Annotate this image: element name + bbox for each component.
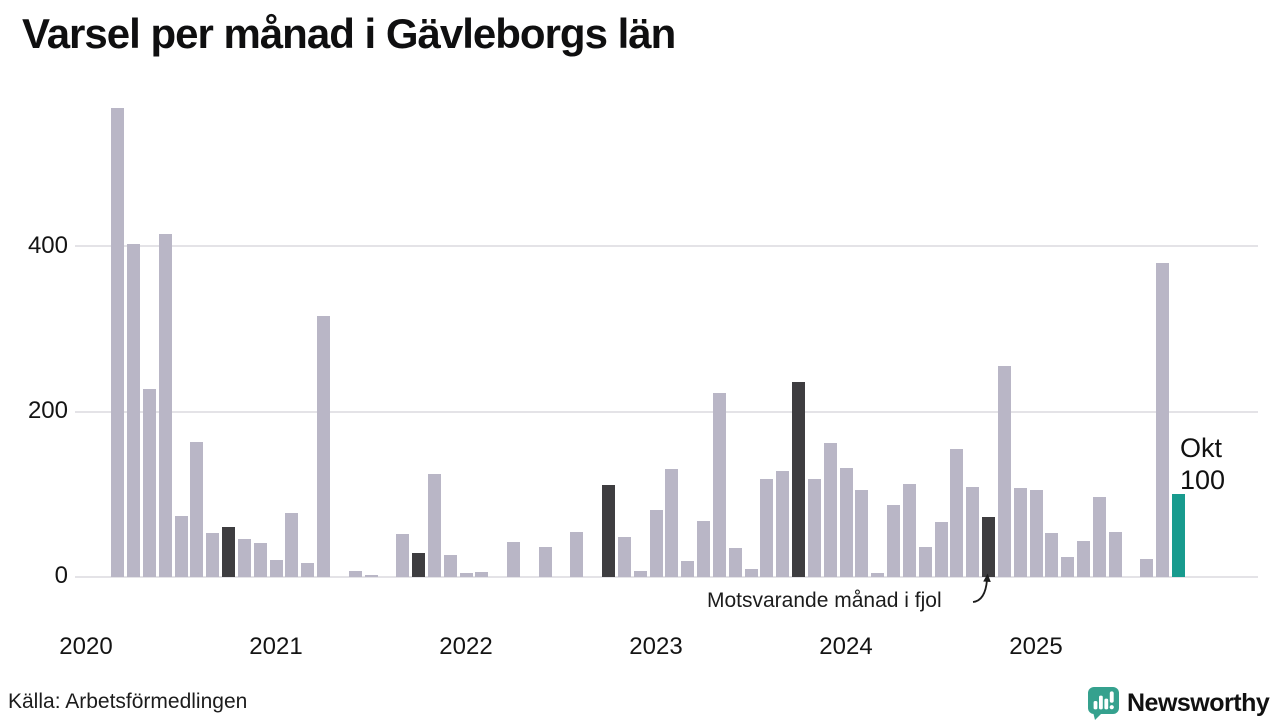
bar-2024-12 <box>1013 487 1027 577</box>
bar-2021-03 <box>301 562 315 577</box>
bar-2020-04 <box>127 244 140 577</box>
bar-2022-04 <box>507 542 520 577</box>
source-text: Källa: Arbetsförmedlingen <box>8 690 248 713</box>
bar-2024-03 <box>871 572 885 577</box>
bar-2025-06 <box>1108 532 1122 577</box>
gridline-baseline <box>75 576 1258 578</box>
bar-2024-06 <box>918 547 932 577</box>
bar-2023-05 <box>712 393 726 577</box>
bar-2024-09 <box>966 486 980 577</box>
newsworthy-logo-text: Newsworthy <box>1127 688 1270 717</box>
bar-2022-02 <box>475 572 489 577</box>
bar-2025-08 <box>1140 558 1154 577</box>
bar-2020-08 <box>190 442 204 577</box>
bar-2020-03 <box>111 107 125 577</box>
bar-2022-11 <box>617 536 631 577</box>
y-tick-200: 200 <box>27 397 68 424</box>
bar-2023-06 <box>728 548 742 577</box>
bar-2020-05 <box>142 389 156 577</box>
bar-fjol-2022-10 <box>602 485 615 577</box>
bar-2025-04 <box>1077 540 1090 577</box>
highlight-value-label: 100 <box>1180 465 1226 495</box>
bar-2024-08 <box>950 448 964 577</box>
bar-2021-06 <box>348 571 362 577</box>
bar-2023-11 <box>807 478 821 577</box>
bar-2025-03 <box>1061 557 1075 577</box>
fjol-annotation-arrow-icon <box>972 573 991 603</box>
bar-2023-09 <box>776 471 790 577</box>
bar-2020-06 <box>158 234 172 577</box>
highlight-annotation: Okt 100 <box>1180 432 1225 496</box>
bar-2024-01 <box>839 467 853 577</box>
bar-2020-07 <box>174 515 188 577</box>
x-tick-2020: 2020 <box>59 633 113 660</box>
bar-2022-01 <box>459 572 473 577</box>
highlight-month-label: Okt <box>1180 433 1223 463</box>
x-tick-2025: 2025 <box>1009 633 1063 660</box>
bar-2024-04 <box>887 505 900 577</box>
bar-2021-11 <box>427 473 441 577</box>
gridline-200 <box>75 410 1258 413</box>
bar-2023-04 <box>697 520 710 577</box>
bar-2022-08 <box>570 532 584 577</box>
newsworthy-bubble-chart-icon <box>1088 687 1119 720</box>
bar-2023-03 <box>681 561 695 577</box>
x-tick-2021: 2021 <box>249 633 303 660</box>
bar-2025-09 <box>1156 262 1170 577</box>
bar-2021-09 <box>396 534 410 577</box>
bar-fjol-2023-10 <box>792 381 805 577</box>
bar-fjol-2021-10 <box>412 553 425 577</box>
bar-2025-01 <box>1029 490 1043 577</box>
bar-2022-06 <box>538 547 552 577</box>
y-tick-400: 400 <box>27 232 68 259</box>
fjol-annotation-label: Motsvarande månad i fjol <box>707 589 942 612</box>
bar-2021-02 <box>285 512 299 577</box>
bar-2024-07 <box>934 521 948 577</box>
gridline-400 <box>75 245 1258 247</box>
bar-2024-05 <box>902 483 916 577</box>
bar-2025-02 <box>1045 533 1059 577</box>
bar-2021-04 <box>317 316 330 577</box>
bar-fjol-2024-10 <box>982 517 995 577</box>
bar-2020-09 <box>206 533 220 577</box>
bar-2023-02 <box>665 468 679 577</box>
bar-2023-08 <box>760 479 774 577</box>
bar-2023-07 <box>744 568 758 577</box>
y-tick-0: 0 <box>54 562 68 589</box>
x-tick-2023: 2023 <box>629 633 683 660</box>
page-title: Varsel per månad i Gävleborgs län <box>22 10 676 57</box>
bar-2021-12 <box>443 554 457 577</box>
x-tick-2024: 2024 <box>819 633 873 660</box>
x-tick-2022: 2022 <box>439 633 493 660</box>
bar-2022-12 <box>633 571 647 577</box>
bar-2024-02 <box>855 490 869 577</box>
bar-2020-11 <box>237 538 251 577</box>
bar-2023-12 <box>823 442 837 577</box>
bar-2023-01 <box>649 510 663 577</box>
bar-2021-01 <box>269 559 283 577</box>
bar-2020-12 <box>253 543 267 577</box>
bar-2024-11 <box>997 366 1011 577</box>
bar-highlight-2025-10 <box>1172 494 1185 578</box>
bar-fjol-2020-10 <box>222 527 235 577</box>
bar-2025-05 <box>1092 496 1106 577</box>
bar-2021-07 <box>364 575 378 577</box>
newsworthy-logo: Newsworthy <box>1086 686 1270 720</box>
